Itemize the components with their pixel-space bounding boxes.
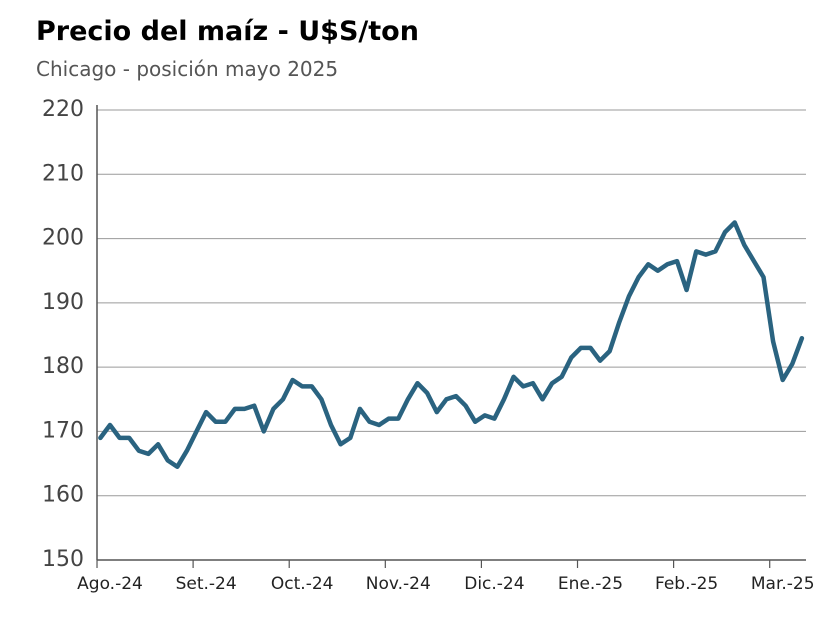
x-tick-label: Oct.-24 <box>271 574 334 594</box>
y-tick-label: 180 <box>42 354 84 379</box>
y-tick-label: 210 <box>42 161 84 186</box>
x-tick-label: Ago.-24 <box>77 574 143 594</box>
x-tick-label: Ene.-25 <box>558 574 623 594</box>
chart-subtitle: Chicago - posición mayo 2025 <box>36 57 338 81</box>
price-line <box>98 220 805 470</box>
x-tick-label: Set.-24 <box>176 574 237 594</box>
x-tick-label: Feb.-25 <box>655 574 718 594</box>
y-tick-label: 190 <box>42 290 84 315</box>
y-tick-label: 200 <box>42 226 84 251</box>
y-tick-label: 160 <box>42 483 84 508</box>
x-tick-label: Nov.-24 <box>366 574 431 594</box>
chart-title: Precio del maíz - U$S/ton <box>36 16 419 47</box>
y-tick-label: 150 <box>42 547 84 572</box>
x-tick-label: Dic.-24 <box>464 574 524 594</box>
y-tick-label: 170 <box>42 418 84 443</box>
y-tick-label: 220 <box>42 97 84 122</box>
x-tick-label: Mar.-25 <box>751 574 815 594</box>
